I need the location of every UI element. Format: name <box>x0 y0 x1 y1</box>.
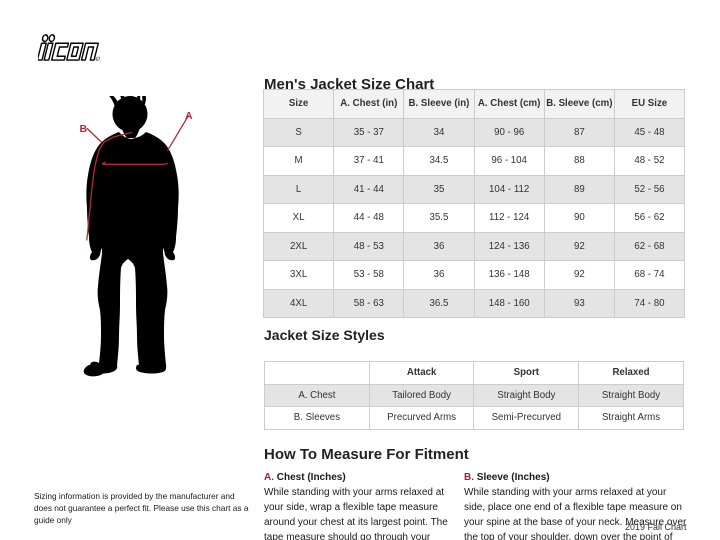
svg-text:A: A <box>185 110 193 122</box>
svg-text:B: B <box>80 123 88 135</box>
